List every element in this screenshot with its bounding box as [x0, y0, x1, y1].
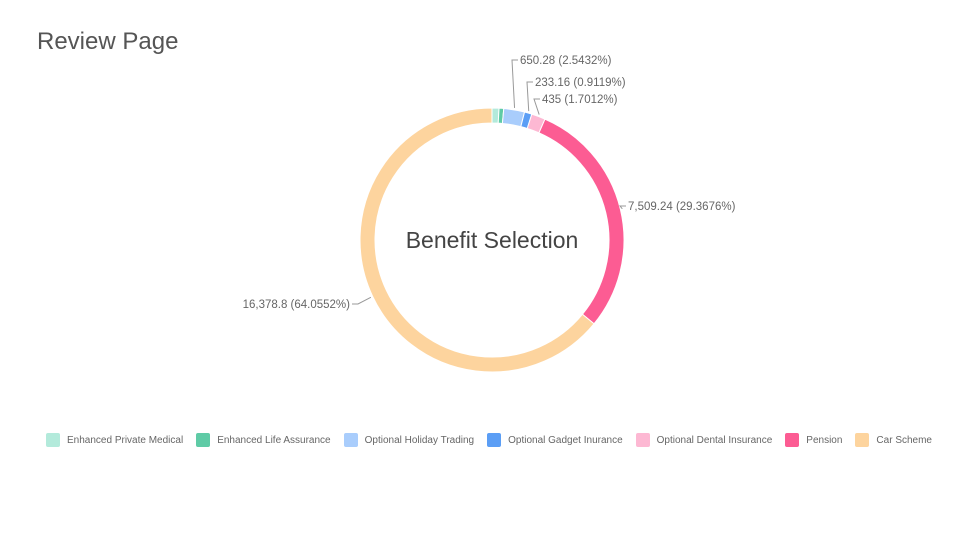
legend-item[interactable]: Enhanced Private Medical: [46, 433, 183, 447]
legend-item[interactable]: Optional Gadget Inurance: [487, 433, 623, 447]
leader-line: [618, 205, 626, 210]
legend-item[interactable]: Optional Dental Insurance: [635, 433, 773, 447]
slice-pension[interactable]: [538, 118, 625, 325]
legend-swatch: [855, 433, 870, 447]
chart-title: Benefit Selection: [406, 227, 579, 253]
leader-line: [526, 81, 533, 112]
leader-line: [511, 59, 518, 108]
data-label: 435 (1.7012%): [542, 94, 618, 106]
legend-swatch: [196, 433, 211, 447]
legend-item[interactable]: Pension: [785, 433, 842, 447]
legend-swatch: [343, 433, 358, 447]
slice-car-scheme[interactable]: [359, 107, 595, 373]
legend-swatch: [785, 433, 800, 447]
legend-item[interactable]: Optional Holiday Trading: [343, 433, 475, 447]
legend-item[interactable]: Car Scheme: [855, 433, 932, 447]
legend-label: Enhanced Life Assurance: [217, 434, 331, 446]
legend-item[interactable]: Enhanced Life Assurance: [196, 433, 331, 447]
page-title: Review Page: [37, 28, 179, 55]
legend-swatch: [635, 433, 650, 447]
leader-line: [352, 296, 372, 305]
legend-label: Optional Gadget Inurance: [508, 434, 623, 446]
legend-label: Optional Holiday Trading: [364, 434, 475, 446]
legend-label: Car Scheme: [876, 434, 932, 446]
data-label: 7,509.24 (29.3676%): [628, 201, 736, 213]
legend-swatch: [487, 433, 502, 447]
legend-swatch: [46, 433, 60, 447]
data-label: 16,378.8 (64.0552%): [243, 299, 351, 311]
legend-label: Enhanced Private Medical: [67, 434, 184, 446]
legend-label: Optional Dental Insurance: [656, 434, 773, 446]
data-label: 650.28 (2.5432%): [520, 55, 612, 67]
leader-line: [533, 98, 540, 115]
legend-label: Pension: [806, 434, 843, 446]
data-label: 233.16 (0.9119%): [535, 77, 626, 89]
legend: Enhanced Private Medical Enhanced Life As…: [46, 433, 945, 447]
